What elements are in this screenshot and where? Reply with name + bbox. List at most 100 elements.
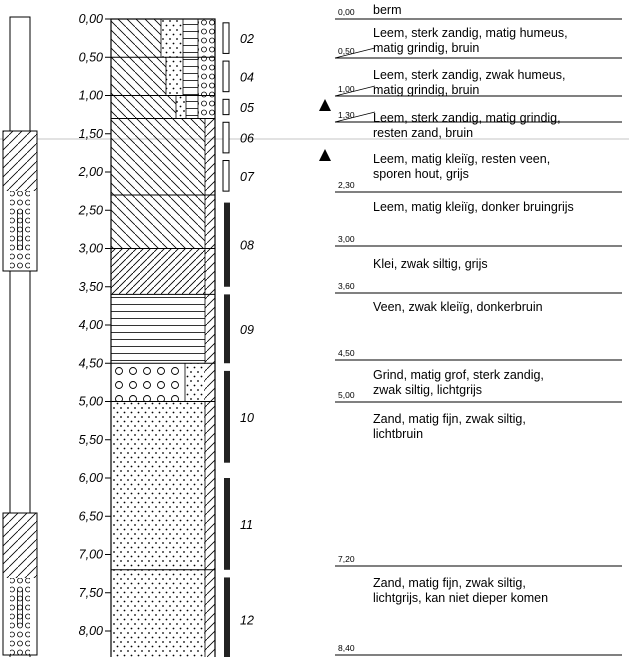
layer-description: berm	[373, 3, 402, 17]
layer-fill	[186, 95, 198, 119]
layer-description: Leem, sterk zandig, zwak humeus, matig g…	[373, 68, 566, 97]
layer-fill	[111, 95, 176, 119]
sample-solid	[224, 370, 230, 463]
layer-fill	[176, 95, 186, 119]
layer-fill	[111, 19, 161, 58]
depth-axis: 0,00 0,50 1,00 1,50 2,00 2,50 3,00 3,50 4,00 4,50…	[78, 12, 111, 638]
layer-fill	[183, 57, 198, 96]
sample-open	[222, 121, 230, 154]
description-leader	[334, 47, 376, 59]
description-depth: 1,00	[338, 84, 355, 94]
layer-edge	[205, 294, 215, 364]
description-leader	[334, 111, 376, 123]
sample-solid	[224, 478, 230, 570]
description-depth: 0,00	[338, 7, 355, 17]
layer-description: Klei, zwak siltig, grijs	[373, 257, 488, 271]
layer-fill	[111, 248, 205, 295]
axis-tick-label: 1,50	[79, 127, 103, 141]
sample-label: 06	[240, 132, 254, 146]
layer-edge	[205, 401, 215, 570]
axis-tick-label: 3,50	[79, 280, 103, 294]
sample-open	[222, 160, 230, 192]
axis-tick-label: 2,50	[78, 203, 103, 217]
axis-tick-label: 3,00	[79, 242, 103, 256]
axis-tick-label: 5,50	[79, 433, 103, 447]
description-depth: 3,00	[338, 234, 355, 244]
sample-label: 04	[240, 70, 254, 84]
axis-tick-label: 7,00	[79, 548, 103, 562]
sample-solid	[224, 294, 230, 364]
description-depth: 4,50	[338, 348, 355, 358]
column-outline	[110, 18, 216, 657]
layer-description: Leem, matig kleiïg, donker bruingrijs	[373, 200, 574, 214]
layer-edge	[205, 118, 215, 195]
layer-fill	[198, 57, 215, 96]
sample-label: 11	[240, 518, 253, 532]
layer-fill	[198, 19, 215, 58]
axis-tick-label: 4,00	[79, 318, 103, 332]
axis-tick-label: 0,50	[79, 50, 103, 64]
axis-tick-label: 1,00	[79, 89, 103, 103]
layer-description: Leem, sterk zandig, matig humeus, matig …	[373, 26, 568, 55]
sample-label: 07	[240, 170, 255, 184]
layer-fill	[183, 19, 198, 58]
sample-label: 12	[240, 614, 254, 628]
layer-description: Zand, matig fijn, zwak siltig, lichtbrui…	[373, 412, 526, 441]
sample-label: 09	[240, 323, 254, 337]
layer-fill	[111, 194, 205, 249]
sample-label: 08	[240, 239, 254, 253]
layer-description: Veen, zwak kleiïg, donkerbruin	[373, 300, 543, 314]
filter-lower-hatch	[3, 513, 37, 578]
sample-open	[222, 60, 230, 93]
layer-description: Leem, matig kleiïg, resten veen, sporen …	[373, 152, 551, 181]
sample-label: 05	[240, 101, 254, 115]
groundwater-markers	[319, 99, 331, 161]
axis-tick-label: 2,00	[78, 165, 103, 179]
layer-fill	[198, 95, 215, 119]
well-construction	[2, 16, 38, 657]
description-depth: 2,30	[338, 180, 355, 190]
description-depth: 0,50	[338, 46, 355, 56]
axis-tick-label: 8,00	[79, 624, 103, 638]
description-lines	[334, 18, 622, 656]
layer-description: Zand, matig fijn, zwak siltig, lichtgrij…	[373, 576, 549, 605]
description-depth: 5,00	[338, 390, 355, 400]
layer-fill	[111, 118, 205, 195]
sample-open	[222, 22, 230, 54]
description-depth: 8,40	[338, 643, 355, 653]
axis-tick-label: 0,00	[79, 12, 103, 26]
layer-fill	[161, 19, 183, 58]
axis-tick-label: 7,50	[79, 586, 103, 600]
layer-fill	[185, 363, 205, 402]
sample-label: 02	[240, 32, 254, 46]
layer-description: Leem, sterk zandig, matig grindig, reste…	[373, 111, 561, 140]
groundwater-triangle-icon	[319, 99, 331, 111]
sample-solid	[224, 577, 230, 657]
filter-lower-screen	[15, 590, 25, 625]
layer-edge	[205, 194, 215, 249]
sample-solid	[224, 202, 230, 287]
layer-fill	[111, 363, 185, 402]
layer-edge	[205, 248, 215, 295]
sample-open	[222, 98, 230, 116]
axis-tick-label: 4,50	[79, 356, 103, 370]
filter-upper-screen	[15, 210, 25, 250]
sample-intervals: 02 04 05 06 07 08 09 10 11 12	[222, 22, 255, 657]
layer-fill	[111, 294, 205, 364]
description-depth: 1,30	[338, 110, 355, 120]
axis-tick-label: 6,50	[79, 509, 103, 523]
layer-description: Grind, matig grof, sterk zandig, zwak si…	[373, 368, 544, 397]
layer-edge	[205, 363, 215, 402]
groundwater-triangle-icon	[319, 149, 331, 161]
layer-fill	[166, 57, 183, 96]
description-depth: 7,20	[338, 554, 355, 564]
description-leader	[334, 85, 376, 97]
lithology-column	[110, 18, 216, 657]
layer-fill	[111, 401, 205, 570]
layer-fill	[111, 57, 166, 96]
layer-edge	[205, 569, 215, 657]
sample-label: 10	[240, 411, 254, 425]
description-depth: 3,60	[338, 281, 355, 291]
filter-upper-hatch	[3, 131, 37, 191]
